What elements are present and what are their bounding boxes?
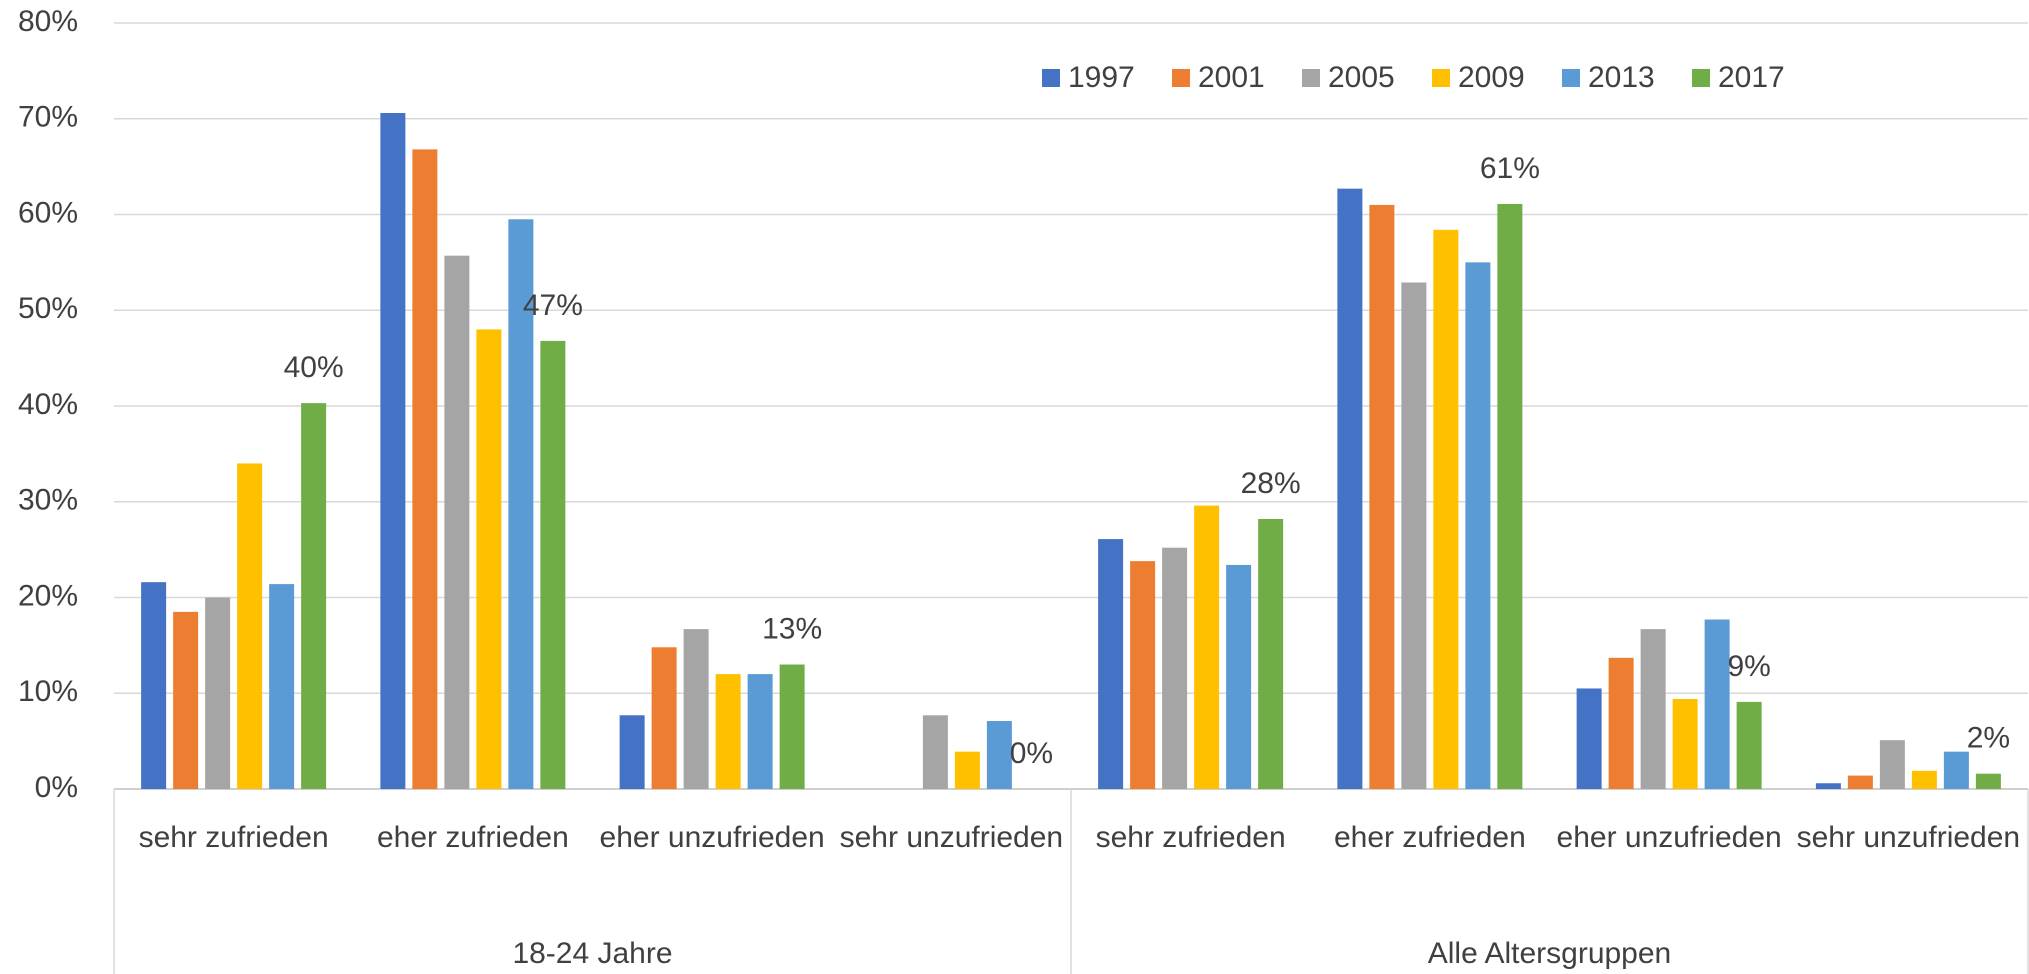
- y-tick-label: 80%: [18, 5, 78, 38]
- legend-label: 2001: [1198, 61, 1265, 94]
- x-tick-label: eher unzufrieden: [1556, 821, 1782, 854]
- bar: [1736, 701, 1762, 789]
- x-tick-label: sehr unzufrieden: [1796, 821, 2021, 854]
- legend-swatch: [1042, 69, 1060, 87]
- bar: [1226, 564, 1252, 789]
- legend-swatch: [1302, 69, 1320, 87]
- bar: [954, 751, 980, 789]
- bar: [444, 255, 470, 790]
- bar: [1847, 775, 1873, 789]
- data-label: 47%: [523, 289, 583, 322]
- legend-label: 2009: [1458, 61, 1525, 94]
- group-label: Alle Altersgruppen: [1428, 937, 1672, 970]
- bar: [1704, 619, 1730, 789]
- bar: [205, 597, 231, 789]
- data-label: 2%: [1967, 722, 2010, 755]
- y-tick-label: 60%: [18, 196, 78, 229]
- x-tick-label: sehr zufrieden: [138, 821, 329, 854]
- bar: [301, 403, 327, 789]
- data-label: 28%: [1241, 467, 1301, 500]
- data-label: 13%: [762, 612, 822, 645]
- y-tick-label: 40%: [18, 388, 78, 421]
- bar: [380, 113, 406, 789]
- bar: [1943, 751, 1969, 789]
- bar: [540, 340, 566, 789]
- bar: [1337, 188, 1363, 789]
- y-tick-label: 0%: [35, 771, 78, 804]
- bar: [651, 647, 677, 789]
- bar: [683, 629, 709, 789]
- y-tick-label: 10%: [18, 675, 78, 708]
- bar: [1162, 547, 1188, 789]
- y-tick-label: 70%: [18, 101, 78, 134]
- bar: [476, 329, 502, 789]
- bar: [1258, 518, 1284, 789]
- bar: [1640, 629, 1666, 789]
- bar: [986, 721, 1012, 789]
- bar: [1369, 204, 1395, 790]
- legend-label: 2017: [1718, 61, 1785, 94]
- x-tick-label: eher unzufrieden: [599, 821, 825, 854]
- bar: [779, 664, 805, 789]
- bar: [1672, 698, 1698, 789]
- data-label: 9%: [1727, 650, 1770, 683]
- x-tick-label: eher zufrieden: [1333, 821, 1526, 854]
- x-tick-label: sehr zufrieden: [1095, 821, 1286, 854]
- legend-swatch: [1432, 69, 1450, 87]
- bar: [715, 674, 741, 789]
- legend-label: 2013: [1588, 61, 1655, 94]
- bar: [1433, 229, 1459, 789]
- data-label: 40%: [284, 351, 344, 384]
- bar: [1497, 203, 1523, 789]
- bar: [269, 584, 295, 789]
- bar: [1465, 262, 1491, 789]
- x-tick-label: sehr unzufrieden: [839, 821, 1064, 854]
- legend-swatch: [1692, 69, 1710, 87]
- bar: [173, 611, 199, 789]
- bar: [1911, 770, 1937, 789]
- bar: [1576, 688, 1602, 789]
- bar: [922, 715, 948, 789]
- bar: [1130, 561, 1156, 789]
- data-label: 61%: [1480, 152, 1540, 185]
- bar: [237, 463, 263, 789]
- bar: [1879, 740, 1905, 789]
- x-tick-label: eher zufrieden: [376, 821, 569, 854]
- bar: [1608, 657, 1634, 789]
- y-tick-label: 30%: [18, 484, 78, 517]
- bar: [508, 219, 534, 790]
- legend-swatch: [1562, 69, 1580, 87]
- y-tick-label: 20%: [18, 579, 78, 612]
- legend-swatch: [1172, 69, 1190, 87]
- bar: [747, 674, 773, 789]
- bar: [1194, 505, 1220, 789]
- bar: [619, 715, 645, 789]
- group-label: 18-24 Jahre: [512, 937, 672, 970]
- data-label: 0%: [1010, 737, 1053, 770]
- bar: [1975, 773, 2001, 789]
- legend-label: 1997: [1068, 61, 1135, 94]
- bar: [1815, 783, 1841, 789]
- bar: [412, 149, 438, 789]
- legend-label: 2005: [1328, 61, 1395, 94]
- bar: [1401, 282, 1427, 789]
- bar: [1098, 539, 1124, 789]
- bar: [141, 582, 167, 789]
- y-tick-label: 50%: [18, 292, 78, 325]
